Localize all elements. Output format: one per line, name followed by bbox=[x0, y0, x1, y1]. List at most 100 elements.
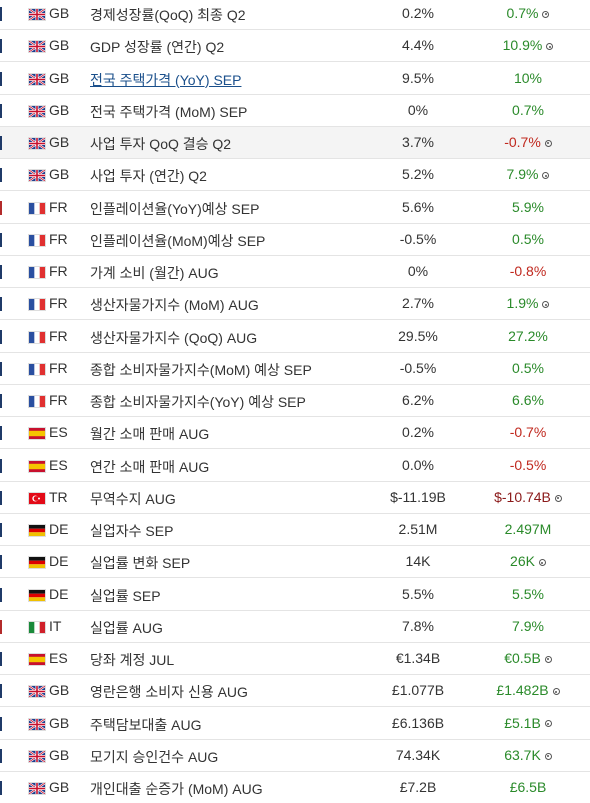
calendar-row: GB 경제성장률(QoQ) 최종 Q2 0.2% 0.7% bbox=[0, 0, 590, 30]
importance-bar bbox=[0, 232, 2, 247]
previous-value: 0.7% bbox=[512, 101, 544, 118]
importance-bar bbox=[0, 361, 2, 376]
revised-icon[interactable] bbox=[546, 43, 554, 51]
previous-cell: 10.9% bbox=[466, 37, 590, 53]
previous-cell: 0.5% bbox=[466, 360, 590, 376]
actual-value: 9.5% bbox=[402, 69, 434, 86]
country-code: GB bbox=[49, 5, 70, 21]
country-code: FR bbox=[49, 295, 68, 312]
country-flag bbox=[28, 653, 46, 666]
country-code: DE bbox=[49, 553, 69, 570]
country-flag bbox=[28, 40, 46, 54]
country-code: GB bbox=[49, 779, 70, 795]
previous-cell: 63.7K bbox=[466, 747, 590, 763]
revised-icon[interactable] bbox=[544, 139, 552, 147]
previous-cell: 1.9% bbox=[466, 295, 590, 311]
country-flag bbox=[28, 298, 46, 312]
actual-value: 14K bbox=[405, 553, 431, 570]
previous-value: 63.7K bbox=[504, 746, 541, 763]
country-code: GB bbox=[49, 101, 70, 118]
actual-value: 6.2% bbox=[402, 392, 434, 408]
calendar-row: GB 사업 투자 QoQ 결승 Q2 3.7% -0.7% bbox=[0, 127, 590, 159]
previous-value: -0.8% bbox=[509, 263, 547, 279]
previous-cell: -0.7% bbox=[466, 134, 590, 150]
event-name: 사업 투자 QoQ 결승 Q2 bbox=[90, 136, 232, 152]
revised-icon[interactable] bbox=[552, 688, 560, 696]
actual-value: 0% bbox=[407, 263, 429, 279]
actual-value: 0.2% bbox=[402, 5, 434, 21]
calendar-row: DE 실업자수 SEP 2.51M 2.497M bbox=[0, 514, 590, 546]
importance-bar bbox=[0, 587, 2, 602]
importance-bar bbox=[0, 781, 2, 795]
importance-bar bbox=[0, 652, 2, 666]
event-name[interactable]: 전국 주택가격 (YoY) SEP bbox=[90, 71, 242, 88]
country-flag bbox=[28, 685, 46, 699]
country-code: GB bbox=[49, 37, 70, 54]
previous-value: £1.482B bbox=[496, 682, 549, 699]
actual-value: 0% bbox=[407, 101, 429, 118]
country-flag bbox=[28, 395, 46, 408]
event-name: 모기지 승인건수 AUG bbox=[90, 748, 219, 765]
revised-icon[interactable] bbox=[554, 494, 562, 502]
previous-value: 7.9% bbox=[506, 166, 539, 183]
actual-value: £7.2B bbox=[399, 779, 437, 795]
actual-value: 3.7% bbox=[402, 134, 434, 150]
event-name: 인플레이션율(YoY)예상 SEP bbox=[90, 200, 260, 217]
country-code: GB bbox=[49, 746, 70, 763]
importance-bar bbox=[0, 748, 2, 763]
revised-icon[interactable] bbox=[538, 559, 546, 567]
country-flag bbox=[28, 201, 46, 215]
importance-bar bbox=[0, 7, 2, 21]
revised-icon[interactable] bbox=[544, 720, 552, 728]
previous-value: £6.5B bbox=[509, 779, 547, 795]
previous-cell: -0.8% bbox=[466, 263, 590, 279]
event-name: GDP 성장률 (연간) Q2 bbox=[90, 39, 225, 56]
previous-value: -0.7% bbox=[509, 424, 547, 441]
country-code: ES bbox=[49, 424, 68, 441]
event-name: 월간 소매 판매 AUG bbox=[90, 426, 210, 443]
previous-cell: 7.9% bbox=[466, 166, 590, 182]
calendar-row: ES 연간 소매 판매 AUG 0.0% -0.5% bbox=[0, 450, 590, 482]
importance-bar bbox=[0, 490, 2, 505]
importance-bar bbox=[0, 458, 2, 473]
event-name: 영란은행 소비자 신용 AUG bbox=[90, 684, 248, 701]
actual-value: 2.7% bbox=[402, 295, 434, 312]
revised-icon[interactable] bbox=[544, 655, 552, 663]
event-name: 인플레이션율(MoM)예상 SEP bbox=[90, 232, 266, 249]
calendar-row: DE 실업률 SEP 5.5% 5.5% bbox=[0, 579, 590, 611]
country-code: FR bbox=[49, 327, 68, 344]
previous-value: 10% bbox=[513, 69, 543, 86]
country-code: ES bbox=[49, 650, 68, 666]
importance-bar bbox=[0, 329, 2, 344]
calendar-row: FR 종합 소비자물가지수(MoM) 예상 SEP -0.5% 0.5% bbox=[0, 353, 590, 385]
importance-bar bbox=[0, 168, 2, 183]
calendar-row: GB 개인대출 순증가 (MoM) AUG £7.2B £6.5B bbox=[0, 772, 590, 803]
actual-value: 0.0% bbox=[402, 456, 434, 473]
revised-icon[interactable] bbox=[542, 10, 550, 18]
previous-cell: 0.7% bbox=[466, 5, 590, 21]
importance-bar bbox=[0, 716, 2, 731]
calendar-row: GB 사업 투자 (연간) Q2 5.2% 7.9% bbox=[0, 159, 590, 192]
event-name: 가계 소비 (월간) AUG bbox=[90, 265, 219, 281]
country-code: GB bbox=[49, 682, 70, 699]
importance-bar bbox=[0, 103, 2, 118]
previous-cell: 5.9% bbox=[466, 199, 590, 215]
country-flag bbox=[28, 266, 46, 279]
importance-bar bbox=[0, 684, 2, 699]
country-flag bbox=[28, 556, 46, 570]
importance-bar bbox=[0, 619, 2, 634]
actual-value: 7.8% bbox=[402, 617, 434, 634]
previous-cell: £1.482B bbox=[466, 682, 590, 698]
country-flag bbox=[28, 72, 46, 86]
country-code: GB bbox=[49, 166, 70, 183]
country-code: GB bbox=[49, 714, 70, 731]
actual-value: £1.077B bbox=[391, 682, 445, 699]
revised-icon[interactable] bbox=[542, 301, 550, 309]
calendar-row: FR 생산자물가지수 (QoQ) AUG 29.5% 27.2% bbox=[0, 321, 590, 353]
importance-bar bbox=[0, 136, 2, 150]
revised-icon[interactable] bbox=[544, 752, 552, 760]
country-code: FR bbox=[49, 263, 68, 279]
revised-icon[interactable] bbox=[542, 172, 550, 180]
country-flag bbox=[28, 330, 46, 344]
country-code: FR bbox=[49, 392, 68, 408]
